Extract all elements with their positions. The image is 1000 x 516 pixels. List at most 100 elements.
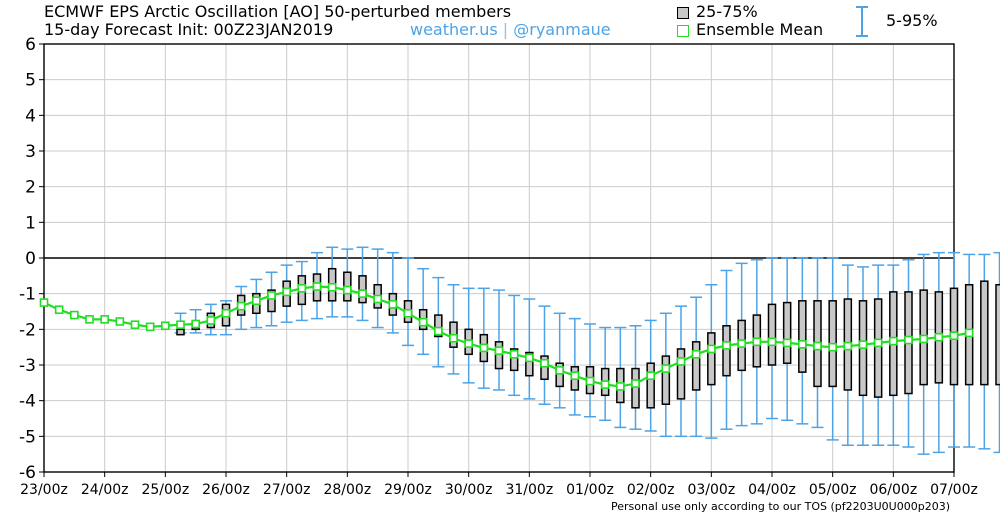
y-tick-label: -6: [19, 463, 36, 483]
iqr-box: [631, 367, 640, 409]
iqr-box: [782, 301, 792, 364]
ensemble-mean-marker: [676, 357, 686, 366]
ensemble-mean-marker: [919, 334, 928, 344]
x-tick-label: 06/00z: [869, 482, 917, 498]
ensemble-mean-marker: [889, 336, 898, 346]
y-tick-label: 3: [25, 142, 36, 162]
iqr-box: [798, 300, 807, 373]
ensemble-mean-marker: [418, 317, 428, 327]
legend-box-swatch: [677, 7, 689, 19]
ensemble-mean-marker: [267, 291, 276, 300]
ensemble-mean-marker: [312, 282, 322, 291]
ensemble-mean-marker: [403, 308, 413, 318]
ensemble-mean-marker: [85, 315, 94, 324]
ensemble-mean-marker: [282, 287, 291, 297]
x-tick-label: 07/00z: [930, 482, 978, 498]
y-tick-label: -5: [19, 427, 36, 447]
ensemble-mean-marker: [358, 289, 367, 298]
ensemble-mean-marker: [555, 366, 564, 375]
iqr-box: [540, 355, 549, 381]
ensemble-mean-marker: [161, 321, 170, 331]
iqr-box: [646, 362, 655, 409]
ensemble-mean-marker: [873, 338, 883, 348]
iqr-box: [525, 351, 534, 377]
iqr-box: [995, 284, 1000, 386]
ensemble-mean-marker: [600, 380, 610, 389]
ensemble-mean-marker: [540, 358, 549, 368]
x-tick-label: 23/00z: [20, 482, 68, 498]
ensemble-mean-marker: [767, 337, 777, 347]
y-tick-label: 6: [25, 35, 36, 55]
iqr-box: [358, 275, 367, 304]
iqr-box: [707, 332, 716, 386]
ensemble-mean-marker: [297, 284, 307, 293]
y-tick-label: 2: [25, 178, 36, 198]
x-tick-label: 29/00z: [384, 482, 432, 498]
x-tick-label: 25/00z: [141, 482, 189, 498]
x-tick-label: 24/00z: [81, 482, 129, 498]
footer-tos: Personal use only according to our TOS (…: [611, 500, 950, 513]
ensemble-mean-marker: [631, 379, 640, 388]
legend-box-label: 25-75%: [696, 2, 758, 21]
iqr-box: [691, 341, 701, 391]
ensemble-mean-marker: [221, 308, 231, 318]
ensemble-mean-marker: [722, 341, 731, 350]
y-tick-label: 1: [25, 213, 36, 233]
ensemble-mean-marker: [585, 376, 595, 386]
ensemble-mean-marker: [707, 344, 716, 354]
ensemble-mean-marker: [252, 296, 261, 306]
iqr-box: [509, 348, 519, 372]
iqr-box: [661, 355, 671, 405]
brand-separator: |: [502, 20, 509, 39]
y-tick-label: 0: [25, 249, 36, 269]
ensemble-mean-marker: [176, 320, 185, 329]
ensemble-mean-marker: [782, 338, 792, 348]
x-tick-label: 27/00z: [263, 482, 311, 498]
brand-credit: weather.us | @ryanmaue: [410, 21, 611, 39]
ensemble-mean-marker: [449, 333, 458, 343]
ensemble-mean-marker: [145, 322, 155, 332]
ensemble-mean-marker: [661, 364, 671, 373]
y-tick-label: -2: [19, 320, 36, 340]
iqr-box: [676, 348, 686, 400]
ensemble-mean-marker: [934, 332, 944, 342]
iqr-box: [722, 325, 731, 377]
ensemble-mean-marker: [691, 349, 701, 359]
x-tick-label: 05/00z: [809, 482, 857, 498]
y-tick-label: -3: [19, 356, 36, 376]
iqr-box: [434, 314, 443, 338]
legend-mean-swatch: [677, 25, 689, 37]
ensemble-mean-marker: [525, 353, 534, 363]
ensemble-mean-marker: [236, 301, 246, 311]
y-tick-label: 4: [25, 106, 36, 126]
legend-mean-label: Ensemble Mean: [696, 20, 824, 39]
ensemble-mean-marker: [813, 341, 822, 351]
x-tick-label: 28/00z: [323, 482, 371, 498]
ensemble-mean-marker: [464, 339, 473, 348]
brand-handle: @ryanmaue: [513, 20, 611, 39]
forecast-init-label: 15-day Forecast Init: 00Z23JAN2019: [44, 20, 334, 39]
x-tick-label: 03/00z: [687, 482, 735, 498]
ensemble-mean-marker: [373, 294, 382, 304]
ensemble-mean-marker: [39, 298, 49, 307]
x-tick-label: 04/00z: [748, 482, 796, 498]
iqr-box: [555, 362, 564, 388]
ensemble-mean-marker: [616, 382, 625, 391]
ensemble-mean-marker: [509, 349, 519, 359]
y-tick-label: -1: [19, 285, 36, 305]
x-tick-label: 31/00z: [505, 482, 553, 498]
ensemble-mean-marker: [828, 342, 837, 352]
ensemble-mean-marker: [343, 285, 352, 295]
ensemble-mean-marker: [494, 346, 504, 356]
iqr-box: [494, 341, 504, 370]
iqr-box: [980, 280, 989, 386]
iqr-box: [767, 303, 777, 366]
ensemble-mean-marker: [115, 317, 125, 326]
ensemble-mean-marker: [798, 340, 807, 349]
ensemble-mean-marker: [858, 340, 868, 349]
legend-range-label: 5-95%: [886, 11, 938, 30]
ensemble-mean-marker: [327, 282, 337, 292]
ensemble-mean-marker: [479, 343, 489, 353]
iqr-box: [873, 298, 883, 398]
brand-site: weather.us: [410, 20, 498, 39]
